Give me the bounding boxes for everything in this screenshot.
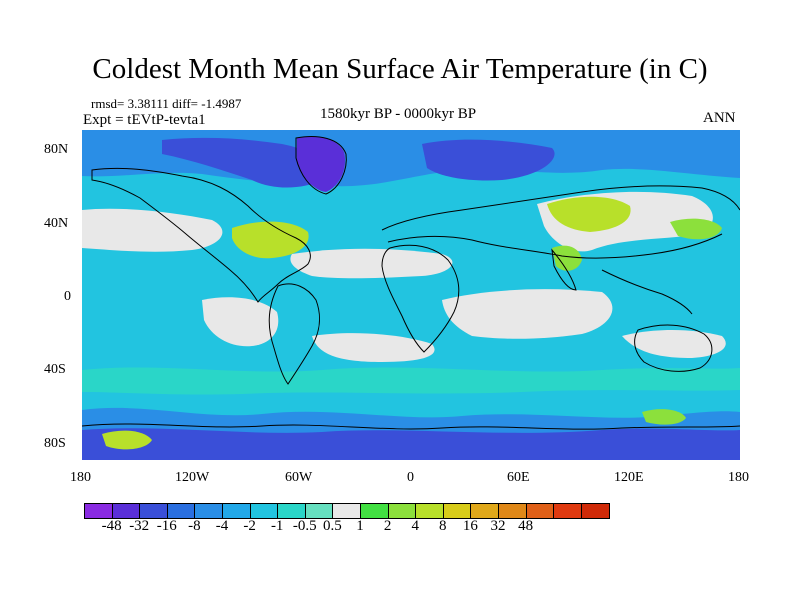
greenland-extreme-cold [297,136,346,192]
north-america-warm-anomaly [232,221,309,259]
antarctica-coast [82,423,740,430]
lat-tick-label: 40S [44,362,66,377]
colorbar-tick-label: -4 [215,518,229,534]
colorbar-swatch [471,504,499,518]
colorbar-tick-label: -8 [188,518,201,534]
continent-coastlines [82,136,740,430]
lat-tick-label: 40N [44,216,69,231]
south-asia-warm-patch [552,245,582,271]
experiment-label: Expt = tEVtP-tevta1 [83,112,206,128]
central-asia-warm-anomaly [547,196,631,232]
north-atlantic-neutral [290,248,453,279]
colorbar-swatch [498,504,527,518]
colorbar-tick-label: 1 [356,518,364,534]
colorbar-swatch [554,504,582,518]
north-america-coast [91,167,311,303]
colorbar-tick-label: 16 [462,518,478,534]
colorbar-swatch [443,504,472,518]
colorbar-swatch [305,504,334,518]
colorbar-swatch [278,504,306,518]
colorbar-swatch [167,504,196,518]
colorbar-swatch [140,504,168,518]
colorbar-tick-label: -16 [156,518,177,534]
temperature-field-map [82,130,740,460]
colorbar-swatch [581,504,610,518]
europe-asia-coast [381,185,740,259]
colorbar-swatch [526,504,555,518]
south-america-coast [268,283,320,385]
east-pacific-neutral [202,297,279,347]
colorbar-swatch [85,504,113,518]
southern-ocean-mint-band [82,367,740,395]
south-pacific-neutral [622,330,726,358]
lat-tick-label: 0 [64,289,71,304]
time-period-label: 1580kyr BP - 0000kyr BP [320,106,477,122]
colorbar-swatch [222,504,251,518]
lon-tick-label: 180 [728,470,749,485]
lon-tick-label: 60E [507,470,530,485]
lon-tick-label: 120W [175,470,210,485]
temperature-colorbar [84,503,611,519]
lat-tick-label: 80N [44,142,69,157]
colorbar-tick-label: 0.5 [323,518,342,534]
australia-coast [634,324,713,372]
india-coast [551,248,577,291]
indian-ocean-neutral [442,289,613,339]
colorbar-tick-label: 4 [411,518,419,534]
colorbar-tick-label: -2 [243,518,256,534]
lon-tick-label: 120E [614,470,644,485]
east-asia-warm-patch [670,218,722,240]
colorbar-tick-label: 8 [439,518,447,534]
lon-tick-label: 180 [70,470,91,485]
world-map-panel [82,130,740,460]
colorbar-tick-label: -48 [101,518,122,534]
colorbar-swatch [416,504,444,518]
antarctic-warm-patch [102,430,152,450]
colorbar-swatch [333,504,361,518]
lon-tick-label: 0 [407,470,414,485]
ocean-background [82,130,740,460]
colorbar-swatch [388,504,417,518]
antarctic-east-warm-patch [642,409,686,425]
colorbar-swatch [360,504,389,518]
colorbar-tick-label: -1 [270,518,284,534]
siberia-deep-cold [422,139,555,181]
colorbar-swatch [112,504,141,518]
south-atlantic-neutral [312,333,435,362]
colorbar-swatch [195,504,223,518]
africa-coast [381,244,460,353]
map-title: Coldest Month Mean Surface Air Temperatu… [92,53,708,85]
antarctic-deep-cold [82,428,740,460]
colorbar-tick-label: 2 [383,518,392,534]
colorbar-tick-label: 48 [518,518,534,534]
north-pacific-neutral [82,208,223,252]
colorbar-tick-label: 32 [490,518,506,534]
arctic-deep-cold-patch [162,137,325,188]
colorbar-swatch [250,504,279,518]
greenland-coast [295,136,347,195]
southeast-asia-coast [601,269,693,315]
colorbar-tick-label: -32 [129,518,150,534]
lon-tick-label: 60W [285,470,313,485]
rmsd-diff-text: rmsd= 3.38111 diff= -1.4987 [91,96,242,111]
lat-tick-label: 80S [44,436,66,451]
season-label: ANN [703,110,736,126]
colorbar-tick-label: -0.5 [292,518,317,534]
